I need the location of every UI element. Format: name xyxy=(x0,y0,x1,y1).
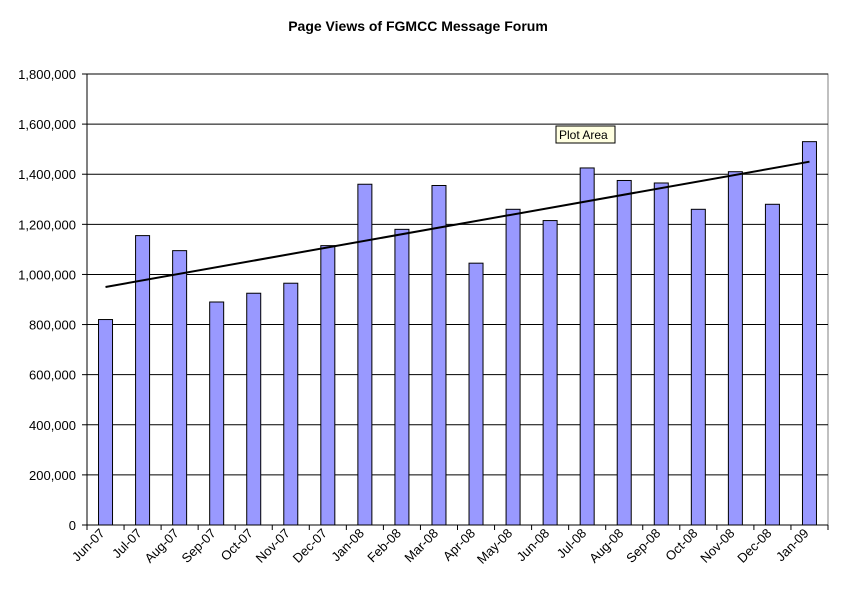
x-tick-label: Nov-08 xyxy=(697,526,737,566)
bar[interactable] xyxy=(653,182,669,526)
y-tick-label: 1,600,000 xyxy=(18,117,76,132)
bar[interactable] xyxy=(690,208,706,526)
bar[interactable] xyxy=(505,208,521,526)
trendline-group xyxy=(105,160,810,288)
tooltip-box xyxy=(555,125,616,144)
x-tick-label: Dec-07 xyxy=(290,526,330,566)
bar[interactable] xyxy=(616,179,632,526)
bar[interactable] xyxy=(320,245,336,526)
plot-area[interactable] xyxy=(86,73,829,526)
bar[interactable] xyxy=(283,282,299,526)
y-tick-label: 600,000 xyxy=(29,368,76,383)
x-tick-label: Nov-07 xyxy=(253,526,293,566)
bars xyxy=(98,141,817,526)
bar[interactable] xyxy=(801,141,817,526)
x-tick-labels: Jun-07 Jul-07Aug-07Sep-07Oct-07Nov-07Dec-… xyxy=(69,526,812,567)
plot-area-tooltip: Plot Area xyxy=(555,125,616,144)
bar[interactable] xyxy=(542,220,558,526)
chart-title: Page Views of FGMCC Message Forum xyxy=(288,18,548,34)
bar[interactable] xyxy=(764,203,780,526)
x-tick-label: May-08 xyxy=(474,526,515,567)
y-tick-label: 1,400,000 xyxy=(18,167,76,182)
y-tick-label: 1,800,000 xyxy=(18,67,76,82)
trendline xyxy=(105,160,810,288)
y-tick-labels: 0 200,000 400,000 600,000 800,000 1,000,000 1,… xyxy=(18,67,76,533)
x-tick-label: Jul-08 xyxy=(554,526,590,562)
x-tick-label: Mar-08 xyxy=(401,526,441,566)
tooltip-label: Plot Area xyxy=(559,128,608,142)
x-tick-label: Sep-07 xyxy=(179,526,219,566)
bar[interactable] xyxy=(468,262,484,526)
bar[interactable] xyxy=(209,301,225,526)
x-tick-label: Sep-08 xyxy=(623,526,663,566)
x-tick-label: Feb-08 xyxy=(364,526,404,566)
x-tick-label: Aug-08 xyxy=(586,526,626,566)
y-tick-label: 1,000,000 xyxy=(18,267,76,282)
y-tick-label: 200,000 xyxy=(29,468,76,483)
x-tick-label: Jun-08 xyxy=(514,526,553,565)
bar[interactable] xyxy=(357,183,373,526)
bar[interactable] xyxy=(172,250,188,526)
bar[interactable] xyxy=(246,292,262,526)
x-tick-label: Oct-07 xyxy=(218,526,256,564)
bar[interactable] xyxy=(579,167,595,526)
y-tick-label: 800,000 xyxy=(29,318,76,333)
x-tick-label: Jul-07 xyxy=(109,526,145,562)
bar[interactable] xyxy=(727,171,743,526)
y-tick-label: 400,000 xyxy=(29,418,76,433)
bar[interactable] xyxy=(98,319,114,526)
x-tick-label: Jan-08 xyxy=(328,526,367,565)
x-tick-label: Oct-08 xyxy=(662,526,700,564)
y-tick-label: 0 xyxy=(69,518,76,533)
bar[interactable] xyxy=(431,184,447,526)
x-tick-label: Jan-09 xyxy=(773,526,812,565)
bar[interactable] xyxy=(394,228,410,526)
x-tick-label: Dec-08 xyxy=(734,526,774,566)
x-tick-label: Aug-07 xyxy=(141,526,181,566)
x-tick-label: Apr-08 xyxy=(440,526,478,564)
axes xyxy=(86,74,829,530)
y-tick-label: 1,200,000 xyxy=(18,217,76,232)
